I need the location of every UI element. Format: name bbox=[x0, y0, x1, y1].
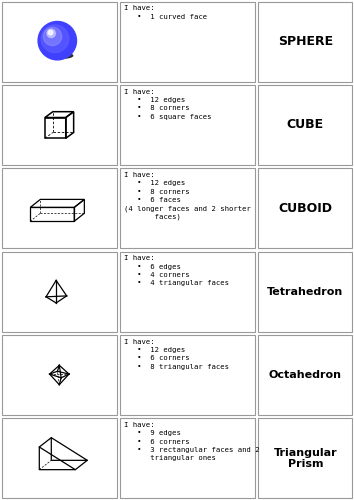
Bar bbox=[258, 168, 352, 248]
Circle shape bbox=[48, 30, 53, 35]
Bar bbox=[258, 418, 352, 498]
Text: SPHERE: SPHERE bbox=[278, 35, 333, 48]
Circle shape bbox=[38, 22, 76, 60]
Circle shape bbox=[47, 29, 55, 38]
Text: I have:
   •  6 edges
   •  4 corners
   •  4 triangular faces: I have: • 6 edges • 4 corners • 4 triang… bbox=[124, 256, 229, 286]
Text: I have:
   •  12 edges
   •  8 corners
   •  6 faces
(4 longer faces and 2 short: I have: • 12 edges • 8 corners • 6 faces… bbox=[124, 172, 251, 220]
Text: CUBOID: CUBOID bbox=[278, 202, 332, 215]
Ellipse shape bbox=[48, 53, 73, 59]
Text: I have:
   •  1 curved face: I have: • 1 curved face bbox=[124, 6, 207, 20]
Bar bbox=[120, 335, 255, 415]
Bar bbox=[2, 418, 117, 498]
Text: CUBE: CUBE bbox=[287, 118, 324, 132]
Text: I have:
   •  12 edges
   •  6 corners
   •  8 triangular faces: I have: • 12 edges • 6 corners • 8 trian… bbox=[124, 339, 229, 370]
Text: Tetrahedron: Tetrahedron bbox=[267, 286, 343, 296]
Bar bbox=[120, 85, 255, 165]
Text: Triangular
Prism: Triangular Prism bbox=[274, 448, 337, 469]
Bar bbox=[120, 418, 255, 498]
Bar bbox=[2, 252, 117, 332]
Circle shape bbox=[41, 25, 69, 52]
Bar bbox=[2, 2, 117, 82]
Bar bbox=[258, 335, 352, 415]
Text: I have:
   •  12 edges
   •  8 corners
   •  6 square faces: I have: • 12 edges • 8 corners • 6 squar… bbox=[124, 89, 212, 120]
Bar bbox=[258, 252, 352, 332]
Bar bbox=[258, 85, 352, 165]
Bar bbox=[2, 85, 117, 165]
Text: Octahedron: Octahedron bbox=[269, 370, 342, 380]
Circle shape bbox=[43, 27, 62, 46]
Bar bbox=[120, 168, 255, 248]
Bar bbox=[120, 252, 255, 332]
Bar bbox=[258, 2, 352, 82]
Bar bbox=[2, 168, 117, 248]
Text: I have:
   •  9 edges
   •  6 corners
   •  3 rectangular faces and 2
      tria: I have: • 9 edges • 6 corners • 3 rectan… bbox=[124, 422, 260, 461]
Bar bbox=[2, 335, 117, 415]
Bar bbox=[120, 2, 255, 82]
